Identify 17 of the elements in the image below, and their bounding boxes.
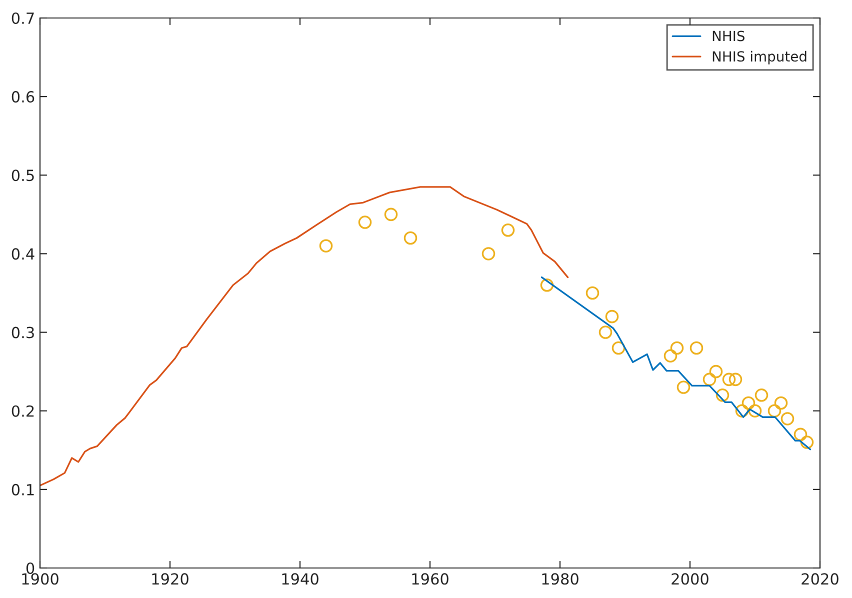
legend-label: NHIS [712, 30, 744, 42]
x-tick-label: 1960 [412, 573, 448, 585]
x-tick-label: 1920 [152, 573, 188, 585]
y-tick-label: 0.4 [12, 248, 34, 260]
y-tick-label: 0.6 [12, 91, 34, 103]
x-tick-label: 2020 [802, 573, 838, 585]
x-tick-label: 1940 [282, 573, 318, 585]
y-tick-label: 0.7 [12, 12, 34, 24]
y-tick-label: 0.2 [12, 405, 34, 417]
x-tick-label: 1980 [542, 573, 578, 585]
legend-label: NHIS imputed [712, 50, 806, 64]
y-tick-label: 0.1 [12, 484, 34, 496]
y-tick-label: 0.5 [12, 170, 34, 182]
x-tick-label: 2000 [672, 573, 708, 585]
y-tick-label: 0 [26, 562, 34, 574]
x-tick-label: 1900 [22, 573, 58, 585]
y-tick-label: 0.3 [12, 326, 34, 338]
